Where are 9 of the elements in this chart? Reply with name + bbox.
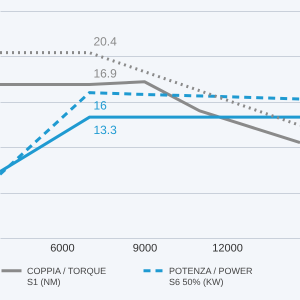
data-label: 20.4 (93, 34, 118, 49)
legend-label: COPPIA / TORQUE S1 (NM) (27, 266, 106, 287)
x-tick-label: 12000 (212, 242, 243, 254)
data-label: 16 (93, 98, 108, 113)
legend-label: POTENZA / POWER S6 50% (KW) (169, 266, 254, 287)
data-label: 16.9 (93, 66, 118, 80)
data-label: 13.3 (93, 123, 118, 138)
x-tick-label: 6000 (50, 242, 75, 254)
x-tick-label: 9000 (132, 242, 158, 254)
